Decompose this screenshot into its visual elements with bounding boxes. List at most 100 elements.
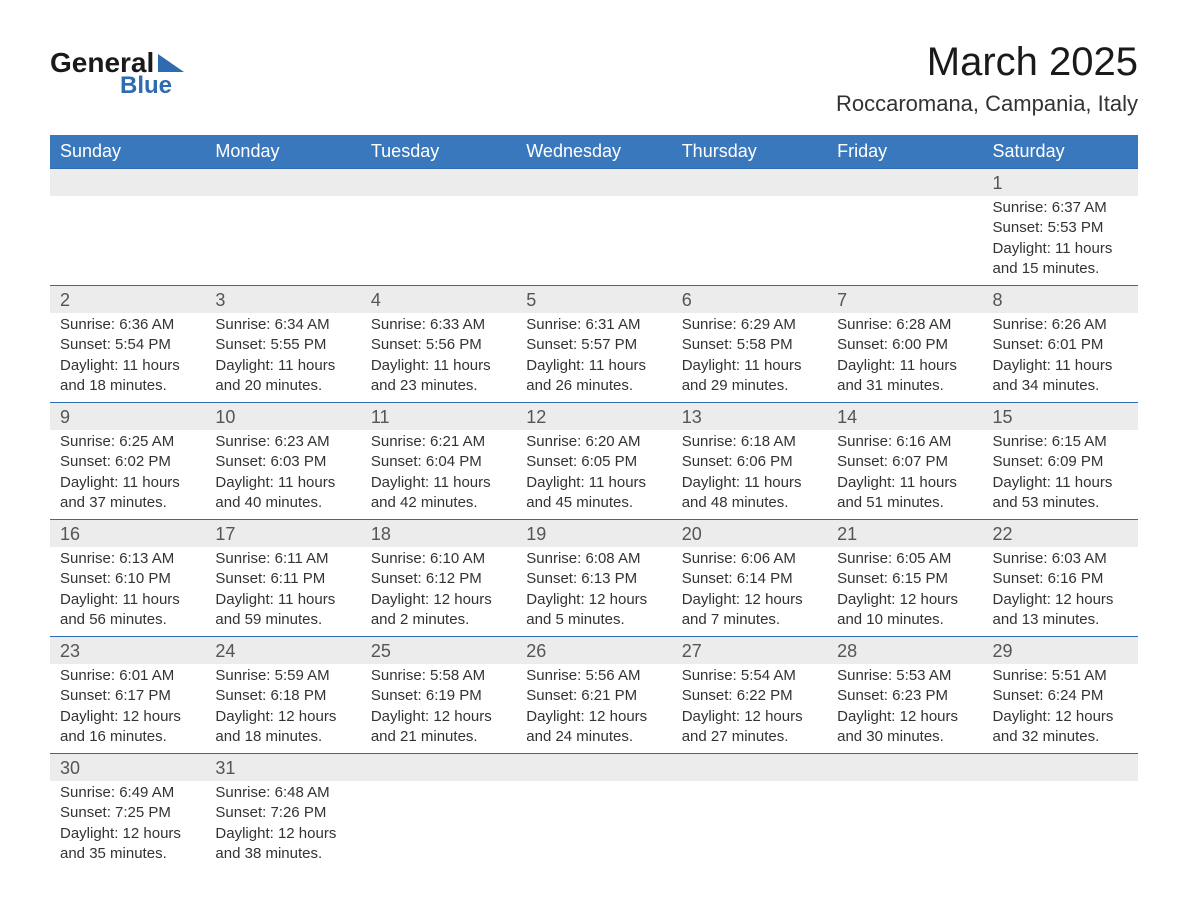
sunset-text: Sunset: 6:14 PM (682, 569, 817, 589)
day-data: Sunrise: 6:15 AMSunset: 6:09 PMDaylight:… (983, 430, 1138, 519)
daylight-text: Daylight: 12 hours and 35 minutes. (60, 824, 195, 865)
sunrise-text: Sunrise: 5:53 AM (837, 666, 972, 686)
day-data: Sunrise: 6:11 AMSunset: 6:11 PMDaylight:… (205, 547, 360, 636)
day-number: 7 (827, 286, 982, 313)
day-data-cell: Sunrise: 6:03 AMSunset: 6:16 PMDaylight:… (983, 547, 1138, 637)
sunset-text: Sunset: 5:53 PM (993, 218, 1128, 238)
sunset-text: Sunset: 6:03 PM (215, 452, 350, 472)
day-number-cell (205, 169, 360, 197)
day-number: 25 (361, 637, 516, 664)
day-data-cell: Sunrise: 6:36 AMSunset: 5:54 PMDaylight:… (50, 313, 205, 403)
day-number: 22 (983, 520, 1138, 547)
day-number-cell: 9 (50, 403, 205, 431)
daylight-text: Daylight: 11 hours and 23 minutes. (371, 356, 506, 397)
day-number: 2 (50, 286, 205, 313)
day-number: 26 (516, 637, 671, 664)
sunrise-text: Sunrise: 6:16 AM (837, 432, 972, 452)
day-data-cell: Sunrise: 6:21 AMSunset: 6:04 PMDaylight:… (361, 430, 516, 520)
weekday-header: Monday (205, 135, 360, 169)
sunrise-text: Sunrise: 6:49 AM (60, 783, 195, 803)
day-number: 15 (983, 403, 1138, 430)
day-number: 9 (50, 403, 205, 430)
calendar-table: SundayMondayTuesdayWednesdayThursdayFrid… (50, 135, 1138, 870)
day-number: 23 (50, 637, 205, 664)
day-data: Sunrise: 6:48 AMSunset: 7:26 PMDaylight:… (205, 781, 360, 870)
day-number-cell: 16 (50, 520, 205, 548)
day-data (672, 196, 827, 224)
day-number-cell: 27 (672, 637, 827, 665)
day-number: 8 (983, 286, 1138, 313)
day-number: 13 (672, 403, 827, 430)
daylight-text: Daylight: 12 hours and 2 minutes. (371, 590, 506, 631)
sunset-text: Sunset: 6:18 PM (215, 686, 350, 706)
day-data: Sunrise: 6:13 AMSunset: 6:10 PMDaylight:… (50, 547, 205, 636)
day-data-cell: Sunrise: 6:20 AMSunset: 6:05 PMDaylight:… (516, 430, 671, 520)
day-number-row: 1 (50, 169, 1138, 197)
sail-icon (158, 54, 184, 72)
day-data-cell: Sunrise: 6:11 AMSunset: 6:11 PMDaylight:… (205, 547, 360, 637)
day-data: Sunrise: 6:25 AMSunset: 6:02 PMDaylight:… (50, 430, 205, 519)
sunset-text: Sunset: 5:58 PM (682, 335, 817, 355)
sunset-text: Sunset: 6:15 PM (837, 569, 972, 589)
sunset-text: Sunset: 6:07 PM (837, 452, 972, 472)
header-row: General Blue March 2025 Roccaromana, Cam… (50, 40, 1138, 117)
sunset-text: Sunset: 5:54 PM (60, 335, 195, 355)
weekday-header: Sunday (50, 135, 205, 169)
sunset-text: Sunset: 7:25 PM (60, 803, 195, 823)
day-number: 5 (516, 286, 671, 313)
day-number (827, 754, 982, 781)
day-data (983, 781, 1138, 809)
sunset-text: Sunset: 6:00 PM (837, 335, 972, 355)
sunrise-text: Sunrise: 6:25 AM (60, 432, 195, 452)
daylight-text: Daylight: 12 hours and 38 minutes. (215, 824, 350, 865)
sunrise-text: Sunrise: 6:34 AM (215, 315, 350, 335)
sunrise-text: Sunrise: 6:05 AM (837, 549, 972, 569)
sunset-text: Sunset: 6:13 PM (526, 569, 661, 589)
daylight-text: Daylight: 11 hours and 59 minutes. (215, 590, 350, 631)
day-number-cell: 20 (672, 520, 827, 548)
daylight-text: Daylight: 12 hours and 27 minutes. (682, 707, 817, 748)
day-number: 21 (827, 520, 982, 547)
day-data (361, 781, 516, 809)
logo-text-2: Blue (120, 73, 184, 98)
day-data: Sunrise: 6:34 AMSunset: 5:55 PMDaylight:… (205, 313, 360, 402)
sunset-text: Sunset: 6:23 PM (837, 686, 972, 706)
day-data: Sunrise: 6:26 AMSunset: 6:01 PMDaylight:… (983, 313, 1138, 402)
day-number-cell: 4 (361, 286, 516, 314)
day-data-cell: Sunrise: 6:34 AMSunset: 5:55 PMDaylight:… (205, 313, 360, 403)
day-data: Sunrise: 6:10 AMSunset: 6:12 PMDaylight:… (361, 547, 516, 636)
day-number-cell (672, 754, 827, 782)
day-number: 24 (205, 637, 360, 664)
daylight-text: Daylight: 11 hours and 29 minutes. (682, 356, 817, 397)
day-data: Sunrise: 5:51 AMSunset: 6:24 PMDaylight:… (983, 664, 1138, 753)
sunrise-text: Sunrise: 6:13 AM (60, 549, 195, 569)
sunset-text: Sunset: 6:09 PM (993, 452, 1128, 472)
daylight-text: Daylight: 12 hours and 21 minutes. (371, 707, 506, 748)
day-number-row: 9101112131415 (50, 403, 1138, 431)
sunset-text: Sunset: 7:26 PM (215, 803, 350, 823)
day-number-cell: 7 (827, 286, 982, 314)
sunrise-text: Sunrise: 6:31 AM (526, 315, 661, 335)
day-data-cell: Sunrise: 6:18 AMSunset: 6:06 PMDaylight:… (672, 430, 827, 520)
day-data: Sunrise: 6:28 AMSunset: 6:00 PMDaylight:… (827, 313, 982, 402)
day-number: 27 (672, 637, 827, 664)
sunset-text: Sunset: 6:17 PM (60, 686, 195, 706)
sunrise-text: Sunrise: 6:20 AM (526, 432, 661, 452)
sunrise-text: Sunrise: 5:59 AM (215, 666, 350, 686)
day-data-cell: Sunrise: 6:49 AMSunset: 7:25 PMDaylight:… (50, 781, 205, 870)
day-number (205, 169, 360, 196)
weekday-header: Wednesday (516, 135, 671, 169)
day-data: Sunrise: 5:53 AMSunset: 6:23 PMDaylight:… (827, 664, 982, 753)
day-data-cell: Sunrise: 6:15 AMSunset: 6:09 PMDaylight:… (983, 430, 1138, 520)
day-data-cell: Sunrise: 5:51 AMSunset: 6:24 PMDaylight:… (983, 664, 1138, 754)
day-number (827, 169, 982, 196)
weekday-header: Saturday (983, 135, 1138, 169)
day-number-cell (827, 169, 982, 197)
daylight-text: Daylight: 12 hours and 10 minutes. (837, 590, 972, 631)
daylight-text: Daylight: 11 hours and 42 minutes. (371, 473, 506, 514)
day-number-cell: 10 (205, 403, 360, 431)
sunrise-text: Sunrise: 6:36 AM (60, 315, 195, 335)
day-data: Sunrise: 6:05 AMSunset: 6:15 PMDaylight:… (827, 547, 982, 636)
sunrise-text: Sunrise: 6:37 AM (993, 198, 1128, 218)
day-number: 11 (361, 403, 516, 430)
